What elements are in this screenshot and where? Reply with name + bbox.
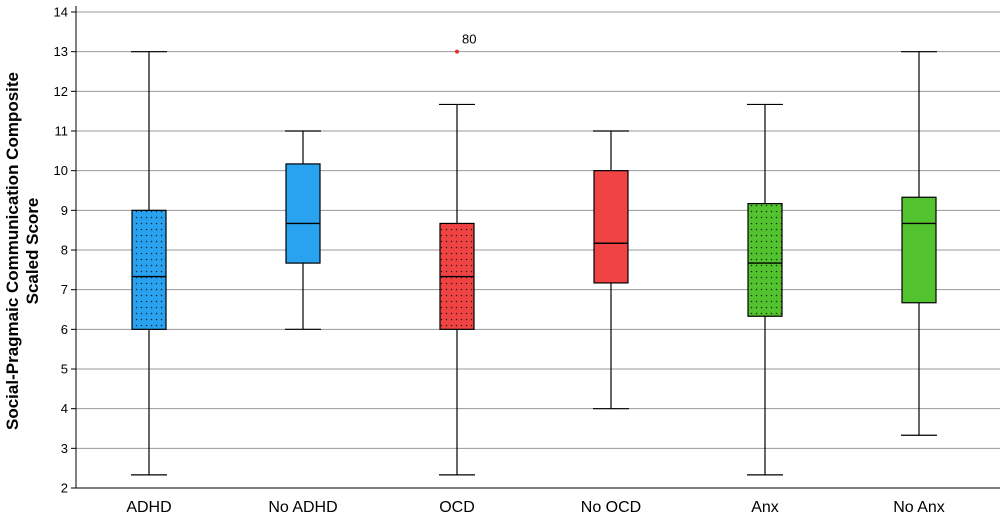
box-outline-no-ocd: [593, 170, 629, 284]
box-no-anx: [901, 51, 937, 436]
y-tick-label-6: 6: [61, 322, 68, 337]
outlier-label-80: 80: [462, 32, 476, 47]
y-tick-label-7: 7: [61, 282, 68, 297]
category-label-no-adhd: No ADHD: [268, 499, 337, 515]
y-tick-label-4: 4: [61, 401, 68, 416]
box-outline-no-adhd: [285, 163, 321, 264]
category-label-adhd: ADHD: [126, 499, 171, 515]
box-adhd: [131, 51, 167, 476]
box-outline-adhd: [131, 209, 167, 330]
box-body-no-ocd: [594, 170, 628, 283]
category-label-no-anx: No Anx: [893, 499, 945, 515]
outlier-point-80: [455, 49, 459, 54]
y-tick-label-12: 12: [54, 84, 68, 99]
axes: [71, 6, 1000, 489]
box-pattern-anx: [748, 203, 782, 317]
y-tick-label-8: 8: [61, 243, 68, 258]
y-axis-label-line-2: Scaled Score: [23, 198, 42, 305]
y-tick-label-3: 3: [61, 441, 68, 456]
box-body-no-adhd: [286, 163, 320, 264]
y-tick-label-11: 11: [55, 124, 69, 139]
box-body-no-anx: [902, 197, 936, 303]
box-outline-anx: [747, 202, 783, 317]
box-no-ocd: [593, 130, 629, 410]
labels: 2 3 4 5 6 7 8 9 10 11 12 13 14 ADHD No ADHD OCD No OCD An…: [54, 5, 945, 515]
y-tick-label-2: 2: [61, 481, 68, 496]
box-outline-no-anx: [901, 196, 937, 304]
y-tick-label-5: 5: [61, 362, 68, 377]
box-pattern-adhd: [132, 210, 166, 330]
y-tick-label-10: 10: [54, 163, 68, 178]
category-label-no-ocd: No OCD: [581, 499, 641, 515]
box-anx: [747, 103, 783, 476]
gridlines: [76, 11, 1000, 449]
category-label-anx: Anx: [751, 499, 779, 515]
boxes: [131, 49, 937, 476]
y-tick-label-9: 9: [61, 203, 68, 218]
category-label-ocd: OCD: [439, 499, 475, 515]
box-ocd: [439, 103, 475, 476]
y-tick-label-13: 13: [54, 44, 68, 59]
y-tick-label-14: 14: [54, 5, 68, 20]
y-axis-label-line-1: Social-Pragmaic Communication Composite: [3, 72, 22, 430]
box-no-adhd: [285, 130, 321, 330]
